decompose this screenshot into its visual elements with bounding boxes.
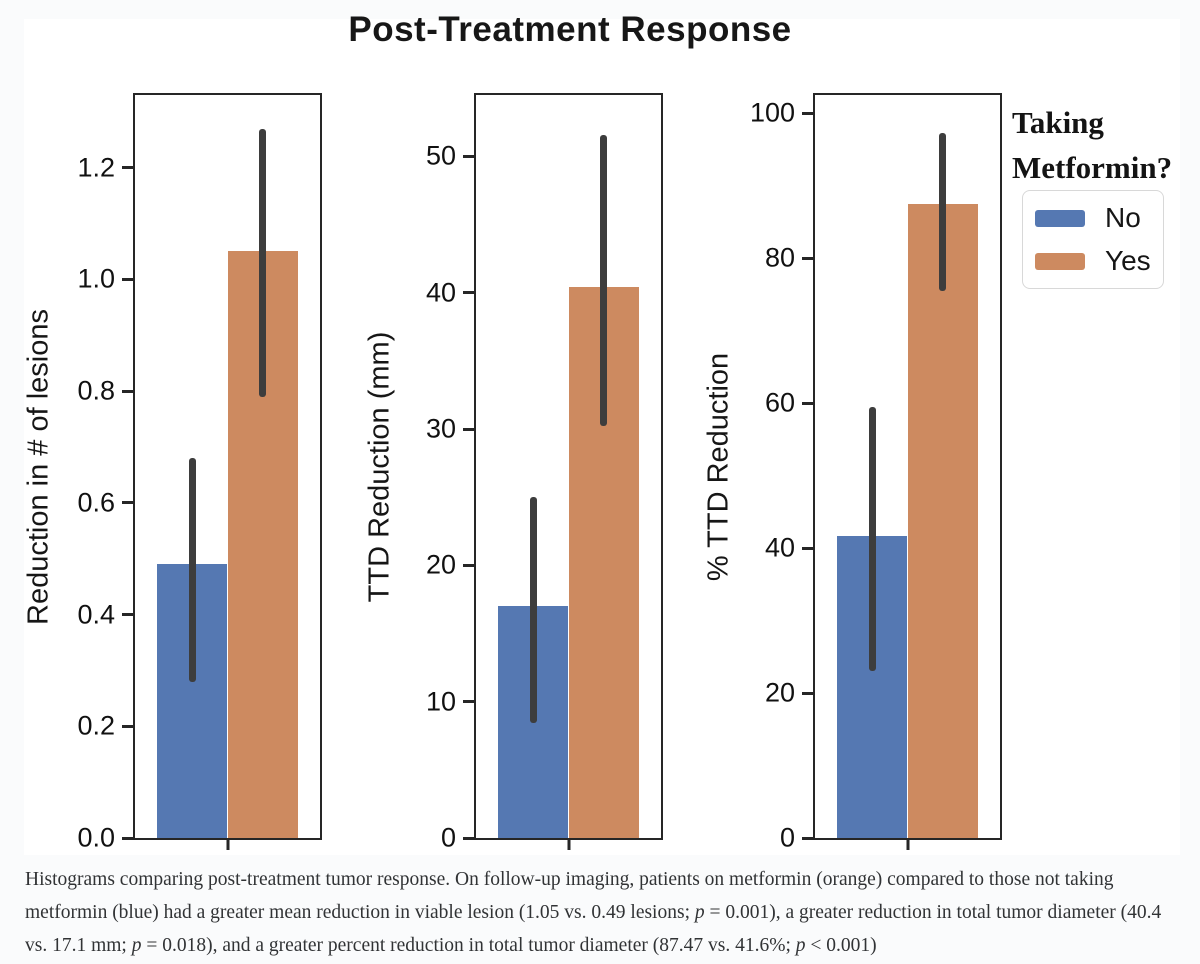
y-tick-label: 10 [425,686,456,717]
y-tick-label: 0.8 [77,375,115,406]
y-tick-label: 50 [425,140,456,171]
caption: Histograms comparing post-treatment tumo… [25,863,1183,962]
chart-title: Post-Treatment Response [348,10,792,49]
y-tick-label: 100 [749,97,795,128]
legend-title: Taking Metformin? [1012,100,1172,190]
x-tick-mark [567,840,570,850]
caption-text: Histograms comparing post-treatment tumo… [25,869,1114,923]
error-bar-yes [600,134,608,427]
x-tick-mark [226,840,229,850]
y-tick-mark [463,427,474,431]
y-tick-label: 60 [764,387,795,418]
legend-title-line1: Taking [1012,105,1104,140]
legend: No Yes [1022,190,1164,289]
y-tick-mark [802,691,813,695]
y-tick-label: 20 [764,677,795,708]
y-tick-label: 0 [440,822,456,853]
legend-swatch-yes [1035,252,1085,270]
y-tick-label: 20 [425,549,456,580]
legend-item-no: No [1035,202,1151,234]
legend-title-line2: Metformin? [1012,150,1173,185]
legend-item-yes: Yes [1035,245,1151,277]
subplot-reduction-lesions: Reduction in # of lesions 0.0 0.2 0.4 0.6 0.… [23,93,322,853]
y-tick-label: 1.2 [77,152,115,183]
y-tick-label: 0.4 [77,599,115,630]
bar-yes [907,203,978,838]
y-tick-mark [122,613,133,617]
y-tick-mark [122,277,133,281]
y-tick-label: 30 [425,413,456,444]
legend-label-yes: Yes [1105,245,1151,276]
legend-label-no: No [1105,202,1141,233]
y-tick-mark [122,166,133,170]
caption-p-italic: p [795,935,806,956]
subplot-percent-ttd-reduction: % TTD Reduction 0 20 40 60 80 100 [703,93,1002,853]
caption-text: < 0.001) [805,935,877,956]
error-bar-no [188,458,196,682]
y-tick-label: 0 [779,822,795,853]
error-bar-yes [259,128,267,397]
caption-text: = 0.001), a greater reduction in total t… [25,902,1162,956]
y-tick-label: 0.0 [77,822,115,853]
y-tick-mark [802,546,813,550]
y-tick-mark [463,836,474,840]
y-tick-label: 1.0 [77,263,115,294]
y-tick-mark [463,154,474,158]
y-tick-label: 0.6 [77,487,115,518]
subplot-ttd-reduction-mm: TTD Reduction (mm) 0 10 20 30 40 50 [364,93,663,853]
caption-p-italic: p [694,902,705,923]
y-axis-label-lesions: Reduction in # of lesions [22,308,55,625]
y-axis-label-ttd-mm: TTD Reduction (mm) [363,331,396,602]
y-tick-mark [802,111,813,115]
y-tick-label: 80 [764,242,795,273]
y-tick-mark [463,700,474,704]
x-tick-mark [906,840,909,850]
y-tick-mark [122,724,133,728]
caption-text: = 0.018), and a greater percent reductio… [141,935,796,956]
y-tick-label: 40 [425,277,456,308]
y-tick-mark [802,401,813,405]
y-tick-mark [122,501,133,505]
y-tick-mark [802,256,813,260]
y-tick-mark [802,836,813,840]
error-bar-yes [939,132,947,291]
legend-swatch-no [1035,209,1085,227]
y-tick-label: 0.2 [77,710,115,741]
y-tick-mark [122,836,133,840]
y-tick-mark [122,389,133,393]
y-axis-label-percent-ttd: % TTD Reduction [702,352,735,581]
error-bar-no [868,406,876,672]
caption-p-italic: p [131,935,142,956]
y-tick-label: 40 [764,532,795,563]
y-tick-mark [463,291,474,295]
y-tick-mark [463,563,474,567]
error-bar-no [529,497,537,724]
